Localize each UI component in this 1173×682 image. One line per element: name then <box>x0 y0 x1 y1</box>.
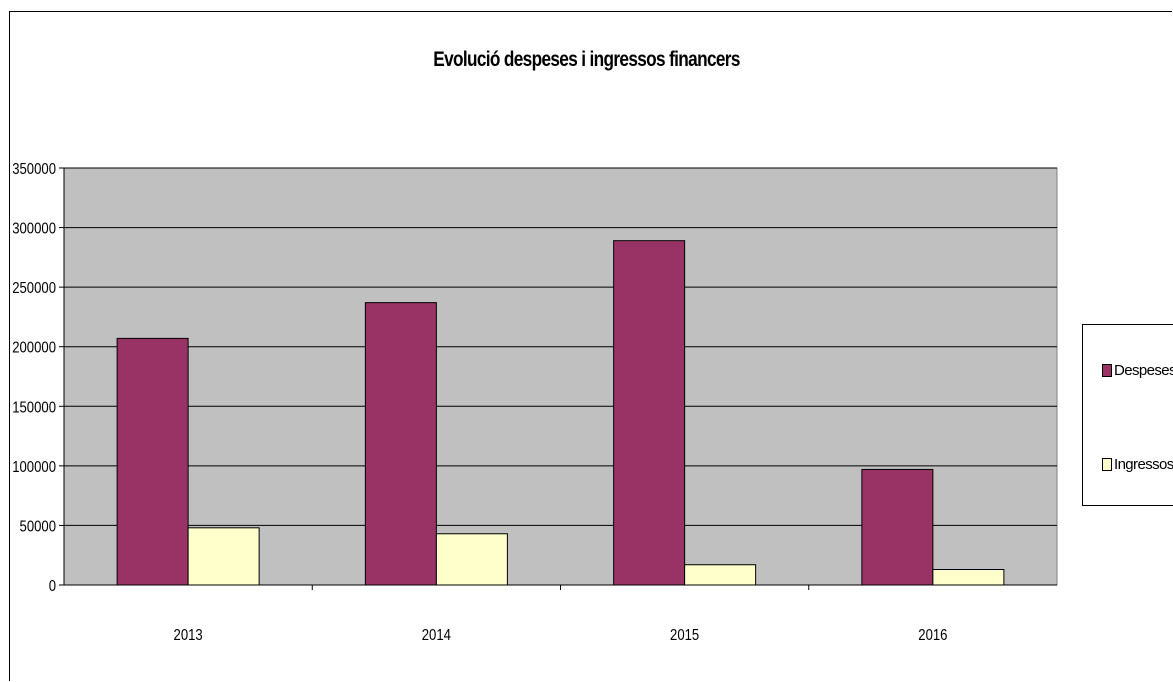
x-tick-label: 2014 <box>422 627 451 644</box>
x-tick-label: 2013 <box>174 627 203 644</box>
bar-despeses-2016 <box>861 468 934 586</box>
bar-despeses-2015 <box>613 240 686 586</box>
bar-ingressos-2014 <box>435 533 508 586</box>
legend: Despeses Ingressos <box>1082 324 1173 506</box>
bar-despeses-2014 <box>364 302 437 586</box>
chart-frame <box>9 11 1172 681</box>
y-tick-labels: 0 50000 100000 150000 200000 250000 300000 3500… <box>12 161 56 595</box>
y-tick-label: 350000 <box>12 161 56 178</box>
legend-label-ingressos: Ingressos <box>1114 456 1173 473</box>
gridlines <box>64 167 1057 526</box>
chart-title: Evolució despeses i ingressos financers <box>433 48 740 71</box>
legend-label-despeses: Despeses <box>1114 362 1173 379</box>
y-tick-label: 150000 <box>12 399 56 416</box>
bar-ingressos-2013 <box>187 527 260 586</box>
axes <box>59 167 1057 590</box>
bar-ingressos-2015 <box>684 564 757 586</box>
legend-swatch-despeses <box>1102 364 1112 377</box>
legend-swatch-ingressos <box>1102 458 1112 471</box>
bars <box>116 240 1005 586</box>
x-tick-label: 2015 <box>670 627 699 644</box>
y-tick-label: 200000 <box>12 340 56 357</box>
x-tick-label: 2016 <box>918 627 947 644</box>
y-tick-label: 300000 <box>12 220 56 237</box>
y-tick-label: 250000 <box>12 280 56 297</box>
y-tick-label: 0 <box>49 578 56 595</box>
bar-despeses-2013 <box>116 337 189 586</box>
bar-ingressos-2016 <box>932 569 1005 586</box>
legend-item-despeses: Despeses <box>1102 362 1173 379</box>
legend-item-ingressos: Ingressos <box>1102 456 1173 473</box>
y-tick-label: 50000 <box>20 518 56 535</box>
y-tick-label: 100000 <box>12 459 56 476</box>
x-tick-labels: 2013 2014 2015 2016 <box>174 627 948 644</box>
